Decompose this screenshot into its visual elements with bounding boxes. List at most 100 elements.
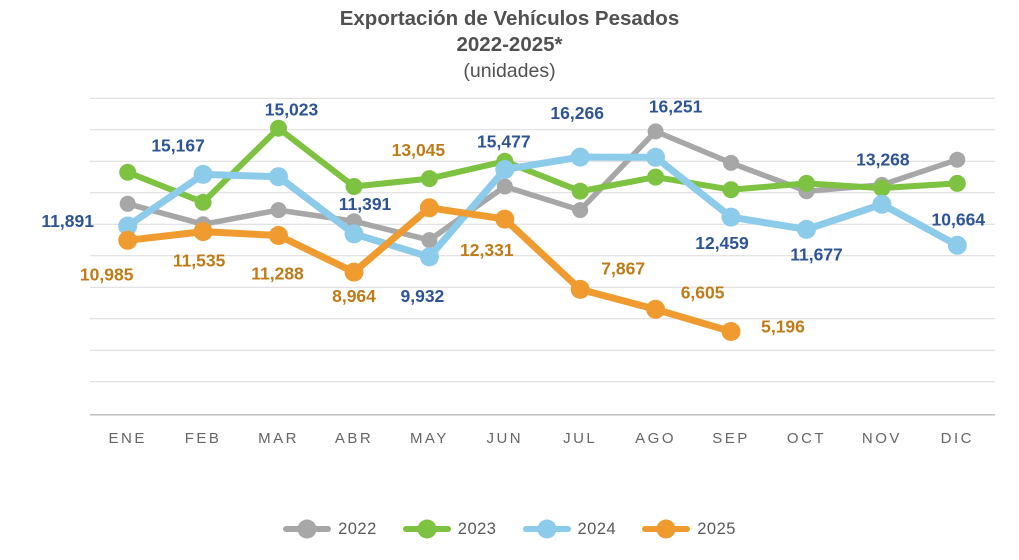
value-label-2024-MAY: 9,932 (401, 286, 445, 306)
value-label-2024-SEP: 12,459 (695, 233, 749, 253)
marker-2025-ABR (344, 262, 364, 282)
marker-2023-SEP (722, 181, 740, 199)
value-label-2024-DIC: 10,664 (932, 209, 986, 229)
series-line-2022 (124, 128, 961, 243)
marker-2022-SEP (723, 154, 739, 171)
x-axis-label-NOV: NOV (862, 430, 902, 447)
marker-2024-DIC (947, 235, 967, 255)
chart-legend: 2022 2023 2024 2025 (0, 508, 1019, 550)
legend-label-2024: 2024 (577, 519, 617, 538)
marker-2022-ABR (346, 213, 362, 230)
x-axis-label-MAR: MAR (258, 430, 299, 447)
x-axis-label-JUL: JUL (563, 430, 597, 447)
x-axis-label-DIC: DIC (941, 430, 974, 447)
marker-2024-AGO (646, 147, 666, 167)
marker-2023-MAY (420, 170, 438, 188)
marker-2023-JUL (571, 182, 589, 200)
marker-2025-AGO (646, 299, 666, 319)
marker-2025-MAR (269, 226, 288, 245)
marker-2023-ABR (345, 178, 363, 195)
value-label-2024-ABR: 11,391 (339, 194, 392, 214)
x-axis-label-ABR: ABR (335, 430, 373, 447)
value-label-2024-FEB: 15,167 (151, 135, 205, 155)
value-label-2025-FEB: 11,535 (173, 251, 226, 271)
marker-2023-DIC (948, 174, 966, 192)
value-label-2025-JUL: 7,867 (601, 258, 645, 278)
marker-2022-MAR (270, 202, 287, 219)
legend-marker-2022 (283, 519, 332, 539)
value-label-2025-MAR: 11,288 (251, 264, 304, 284)
marker-2024-NOV (872, 194, 892, 214)
marker-2024-MAY (419, 247, 439, 267)
marker-2024-ABR (344, 224, 364, 244)
value-label-2025-MAY: 13,045 (392, 140, 446, 160)
marker-2024-SEP (721, 207, 741, 227)
legend-dot-2022 (297, 519, 317, 539)
x-axis-label-JUN: JUN (486, 430, 523, 447)
x-axis-label-AGO: AGO (635, 430, 676, 447)
marker-2023-MAR (270, 119, 287, 137)
marker-2023-AGO (647, 168, 665, 186)
value-label-2025-JUN: 12,331 (460, 240, 514, 260)
marker-2025-JUL (570, 279, 590, 299)
value-label-2024-JUL: 16,266 (550, 103, 604, 123)
value-label-2024-ENE: 11,891 (41, 211, 94, 231)
marker-2025-JUN (495, 209, 515, 229)
value-label-2025-ABR: 8,964 (332, 286, 376, 306)
legend-dot-2025 (656, 519, 676, 539)
value-label-2024-NOV: 13,268 (856, 149, 910, 169)
chart-title: Exportación de Vehículos Pesados (339, 7, 680, 30)
marker-2025-MAY (419, 198, 439, 218)
value-label-2024-JUN: 15,477 (477, 132, 531, 152)
value-label-2025-AGO: 6,605 (681, 282, 725, 302)
legend-dot-2024 (537, 519, 556, 539)
series-line-2024 (124, 153, 961, 261)
marker-2025-ENE (118, 230, 138, 250)
marker-2024-ENE (118, 216, 138, 236)
legend-item-2022: 2022 (283, 517, 377, 541)
marker-2024-MAR (269, 167, 288, 187)
marker-2023-FEB (194, 193, 212, 211)
marker-2024-JUL (570, 147, 590, 167)
legend-marker-2024 (522, 519, 571, 539)
marker-2022-DIC (949, 151, 966, 168)
marker-2023-ENE (119, 163, 137, 181)
marker-2022-MAY (421, 232, 438, 249)
x-axis-label-FEB: FEB (185, 430, 222, 447)
marker-2022-JUN (496, 178, 513, 195)
value-label-2025-SEP: 5,196 (761, 317, 805, 337)
chart-title-block: Exportación de Vehículos Pesados 2022-20… (0, 6, 1019, 84)
value-label-2025-ENE: 10,985 (80, 264, 134, 284)
legend-marker-2023 (402, 519, 451, 539)
legend-label-2022: 2022 (338, 519, 377, 538)
marker-2024-JUN (495, 160, 515, 179)
value-label-2024-AGO: 16,251 (649, 96, 703, 116)
value-label-2024-OCT: 11,677 (790, 244, 843, 264)
legend-item-2024: 2024 (522, 517, 617, 541)
chart-title-years: 2022-2025* (456, 33, 563, 56)
marker-2022-ENE (119, 195, 136, 212)
marker-2025-FEB (193, 222, 213, 242)
chart-subtitle-units: (unidades) (463, 60, 556, 82)
marker-2023-OCT (798, 174, 815, 192)
marker-2024-OCT (797, 219, 816, 239)
marker-2024-FEB (193, 164, 213, 184)
legend-dot-2023 (417, 519, 437, 539)
legend-item-2023: 2023 (402, 517, 497, 541)
series-line-2023 (124, 125, 961, 206)
value-label-2024-MAR: 15,023 (265, 100, 319, 120)
x-axis-label-ENE: ENE (109, 430, 147, 447)
marker-2022-JUL (572, 202, 589, 219)
x-axis-label-SEP: SEP (712, 430, 750, 447)
legend-label-2025: 2025 (697, 519, 736, 538)
x-axis-label-OCT: OCT (787, 430, 826, 447)
legend-item-2025: 2025 (642, 517, 736, 541)
marker-2023-NOV (873, 179, 891, 197)
marker-2022-AGO (647, 123, 664, 140)
legend-label-2023: 2023 (457, 519, 497, 538)
x-axis-label-MAY: MAY (410, 430, 449, 447)
legend-marker-2025 (642, 519, 691, 539)
marker-2025-SEP (721, 322, 741, 341)
